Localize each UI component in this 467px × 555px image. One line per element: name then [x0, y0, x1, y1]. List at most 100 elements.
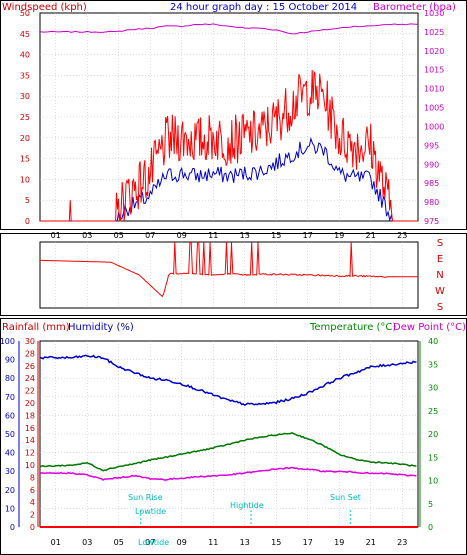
bottom-hour-tick-label: 09: [177, 538, 187, 547]
temperature-tick-label: 35: [428, 360, 438, 369]
rainfall-tick-label: 4: [30, 498, 35, 507]
bottom-hour-tick-label: 17: [303, 538, 313, 547]
barometer-axis-title: Barometer (hpa): [373, 2, 456, 13]
temperature-tick-label: 0: [428, 523, 433, 532]
rainfall-tick-label: 6: [30, 486, 35, 495]
bottom-hour-tick-label: 03: [82, 538, 92, 547]
mid-plot-frame: [39, 241, 419, 309]
rainfall-tick-label: 20: [25, 399, 35, 408]
temperature-tick-label: 30: [428, 384, 438, 393]
windspeed-axis-title: Windspeed (kph): [2, 2, 87, 13]
temperature-tick-label: 5: [428, 500, 433, 509]
top-hour-tick-label: 17: [303, 231, 313, 240]
rainfall-tick-label: 8: [30, 473, 35, 482]
bottom-hour-tick-label: 07: [145, 538, 155, 547]
rainfall-tick-label: 28: [25, 349, 35, 358]
rainfall-tick-label: 30: [25, 337, 35, 346]
top-hour-tick-label: 11: [208, 231, 218, 240]
lowtide-label-2: Lowtide: [138, 538, 169, 547]
lowtide-label-1: Lowtide: [135, 507, 166, 516]
windspeed-tick-label: 45: [20, 30, 30, 39]
rainfall-tick-label: 16: [25, 424, 35, 433]
rainfall-tick-label: 26: [25, 362, 35, 371]
barometer-tick-label: 975: [424, 217, 439, 226]
windspeed-tick-label: 25: [20, 113, 30, 122]
mid-panel-border: [0, 233, 467, 316]
rainfall-tick-label: 22: [25, 387, 35, 396]
humidity-tick-label: 0: [10, 523, 15, 532]
humidity-tick-label: 50: [5, 430, 15, 439]
humidity-tick-label: 20: [5, 486, 15, 495]
bottom-hour-tick-label: 15: [271, 538, 281, 547]
windspeed-tick-label: 5: [25, 196, 30, 205]
barometer-line: [39, 23, 419, 35]
rainfall-tick-label: 2: [30, 511, 35, 520]
barometer-tick-label: 1020: [424, 47, 444, 56]
top-hour-tick-label: 19: [334, 231, 344, 240]
windspeed-tick-label: 20: [20, 134, 30, 143]
bottom-series: [39, 354, 418, 528]
barometer-tick-label: 1030: [424, 9, 444, 18]
bottom-hour-tick-label: 23: [397, 538, 407, 547]
temperature-tick-label: 10: [428, 477, 438, 486]
temperature-axis: 0 5 10 15 20 25 30 35 40: [428, 337, 438, 532]
windspeed-tick-label: 10: [20, 175, 30, 184]
wind-direction-label: S: [437, 238, 443, 249]
bottom-hour-tick-label: 13: [240, 538, 250, 547]
top-hour-tick-label: 15: [271, 231, 281, 240]
wind-direction-line: [39, 241, 418, 298]
wind-direction-label: S: [437, 302, 443, 313]
humidity-line: [39, 354, 417, 406]
rainfall-tick-label: 12: [25, 449, 35, 458]
top-hour-tick-label: 23: [397, 231, 407, 240]
barometer-tick-label: 995: [424, 141, 439, 150]
barometer-tick-label: 1010: [424, 85, 444, 94]
humidity-tick-label: 60: [5, 411, 15, 420]
humidity-tick-label: 90: [5, 356, 15, 365]
barometer-tick-label: 1000: [424, 122, 444, 131]
dewpoint-line: [39, 466, 417, 481]
windspeed-tick-label: 0: [25, 217, 30, 226]
humidity-tick-label: 30: [5, 467, 15, 476]
wind-direction-label: N: [436, 270, 443, 281]
dewpoint-axis-title: Dew Point (°C): [393, 322, 466, 333]
bottom-hour-tick-label: 21: [366, 538, 376, 547]
bottom-hour-tick-label: 05: [114, 538, 124, 547]
top-series: [39, 23, 419, 223]
temperature-tick-label: 20: [428, 430, 438, 439]
rainfall-tick-label: 14: [25, 436, 35, 445]
temperature-axis-title: Temperature (°C): [309, 322, 396, 333]
windspeed-tick-label: 30: [20, 92, 30, 101]
temperature-line: [39, 431, 417, 472]
barometer-tick-label: 1015: [424, 66, 444, 75]
rainfall-tick-label: 18: [25, 411, 35, 420]
humidity-tick-label: 80: [5, 374, 15, 383]
top-grid: [40, 13, 418, 221]
top-hour-tick-label: 09: [177, 231, 187, 240]
bottom-hour-axis: 01 03 05 07 09 11 13 15 17 19 21 23: [51, 538, 408, 547]
bottom-panel-border: [0, 318, 467, 555]
temperature-tick-label: 40: [428, 337, 438, 346]
top-hour-tick-label: 03: [82, 231, 92, 240]
windspeed-tick-label: 15: [20, 155, 30, 164]
barometer-tick-label: 1005: [424, 104, 444, 113]
humidity-tick-label: 10: [5, 504, 15, 513]
sun-rise-label: Sun Rise: [128, 493, 163, 502]
temperature-tick-label: 25: [428, 407, 438, 416]
rainfall-axis-title: Rainfall (mm): [2, 322, 70, 333]
windspeed-tick-label: 35: [20, 71, 30, 80]
barometer-tick-label: 1025: [424, 28, 444, 37]
top-hour-tick-label: 07: [145, 231, 155, 240]
windspeed-tick-label: 40: [20, 51, 30, 60]
rainfall-tick-label: 10: [25, 461, 35, 470]
barometer-axis: 975 980 985 990 995 1000 1005 1010 1015 1020 1025 1…: [424, 9, 444, 226]
tide-sun-annotations: [140, 510, 351, 527]
rainfall-tick-label: 0: [30, 523, 35, 532]
windspeed-tick-label: 50: [20, 9, 30, 18]
humidity-axis-title: Humidity (%): [68, 322, 134, 333]
top-chart-title: 24 hour graph day : 15 October 2014: [170, 2, 357, 13]
windspeed-line: [40, 69, 418, 222]
